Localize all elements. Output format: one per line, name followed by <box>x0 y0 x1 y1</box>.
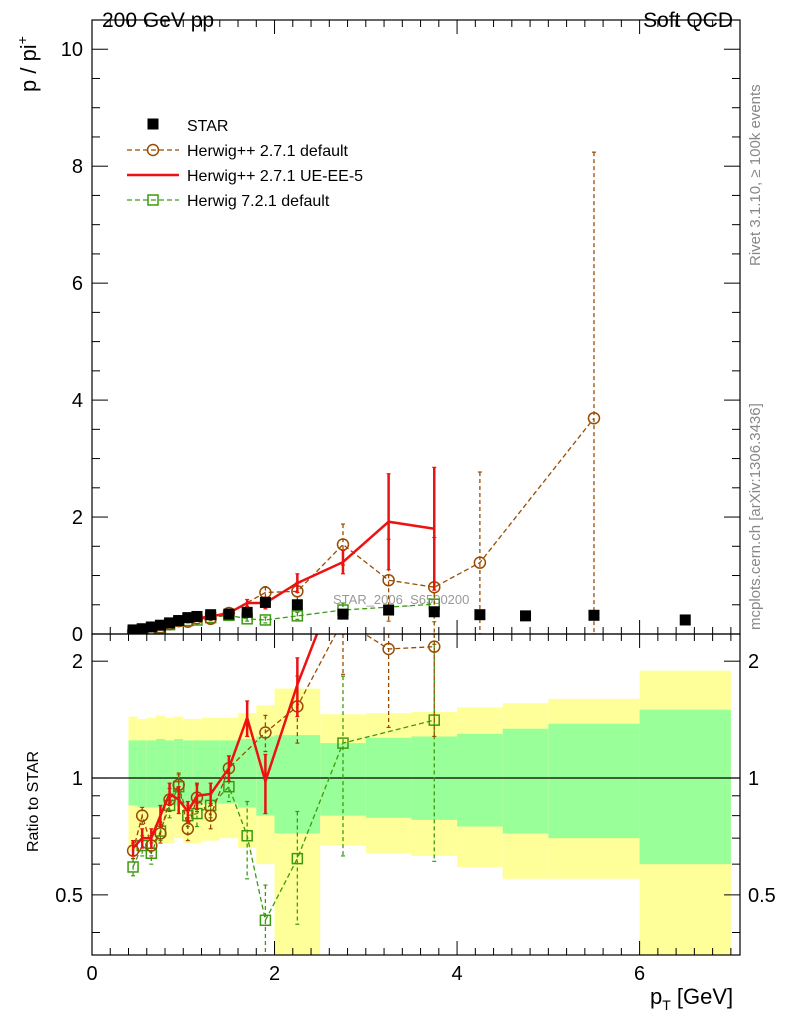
data-point <box>154 619 166 631</box>
data-point <box>205 609 217 621</box>
data-point <box>191 610 203 622</box>
band-inner-bin <box>457 733 503 827</box>
ratio-uncertainty-bands <box>128 670 731 955</box>
data-point <box>428 606 440 618</box>
legend-entry: Herwig 7.2.1 default <box>127 193 330 210</box>
ratio-y-tick-label-left: 1 <box>72 768 83 790</box>
data-point <box>223 608 235 620</box>
series-herwig-2-7-1-default <box>126 151 601 634</box>
svg-text:pT [GeV]: pT [GeV] <box>650 984 733 1013</box>
svg-text:p / pi+: p / pi+ <box>14 36 41 92</box>
band-inner-bin <box>548 723 640 839</box>
y-tick-label: 8 <box>72 156 83 178</box>
data-point <box>259 614 272 626</box>
band-inner-bin <box>155 739 166 808</box>
data-point <box>520 610 532 622</box>
legend-entry: STAR <box>147 118 228 135</box>
series-star <box>127 596 691 634</box>
data-point <box>259 726 272 739</box>
band-inner-bin <box>165 740 175 806</box>
band-inner-bin <box>274 735 321 834</box>
legend-label: Herwig 7.2.1 default <box>187 193 330 210</box>
side-label-rivet: Rivet 3.1.10, ≥ 100k events <box>747 84 764 266</box>
data-point <box>382 573 395 587</box>
data-point <box>204 809 217 822</box>
data-point <box>259 914 272 927</box>
data-point <box>382 642 395 656</box>
band-inner-bin <box>137 740 147 808</box>
ratio-y-tick-label-left: 2 <box>72 651 83 673</box>
ratio-panel-frame <box>91 633 741 956</box>
data-point <box>182 612 194 624</box>
data-point <box>127 624 139 634</box>
data-point <box>679 614 691 626</box>
legend: STAR Herwig++ 2.7.1 default Herwig++ 2.7.1… <box>127 118 363 210</box>
ratio-y-tick-label-right: 2 <box>748 651 759 673</box>
data-point <box>259 596 271 608</box>
band-inner-bin <box>639 709 731 865</box>
legend-entry: Herwig++ 2.7.1 UE-EE-5 <box>127 168 363 185</box>
data-point <box>588 609 600 621</box>
data-point <box>145 621 157 633</box>
y-tick-label: 6 <box>72 273 83 295</box>
ratio-y-tick-label-right: 1 <box>748 768 759 790</box>
data-point <box>473 556 487 569</box>
data-point <box>135 809 149 822</box>
band-inner-bin <box>174 739 184 806</box>
legend-label: Herwig++ 2.7.1 default <box>187 143 349 160</box>
series-line <box>132 719 435 923</box>
x-tick-label: 4 <box>452 963 463 985</box>
data-point <box>181 822 195 836</box>
data-point <box>383 604 395 616</box>
legend-label: Herwig++ 2.7.1 UE-EE-5 <box>187 168 363 185</box>
main-panel-frame <box>91 19 741 635</box>
axes-frames: 0 2 4 6 0 2 4 6 8 10 0.5 0.5 1 1 2 2 <box>55 19 776 985</box>
ratio-panel-series <box>126 634 441 955</box>
data-point <box>337 608 349 620</box>
data-point <box>146 143 160 157</box>
y-tick-label: 0 <box>72 624 83 646</box>
side-label-mcplots: mcplots.cern.ch [arXiv:1306.3436] <box>747 403 764 630</box>
y-tick-label: 2 <box>72 507 83 529</box>
legend-entry: Herwig++ 2.7.1 default <box>127 143 349 160</box>
band-inner-bin <box>192 740 202 806</box>
band-inner-bin <box>183 740 193 806</box>
data-point <box>428 640 441 653</box>
data-point <box>241 606 253 618</box>
data-point <box>337 737 349 749</box>
band-inner-bin <box>238 739 257 808</box>
data-point <box>241 830 253 842</box>
band-inner-bin <box>128 740 138 806</box>
data-point <box>154 827 167 840</box>
x-tick-label: 6 <box>634 963 645 985</box>
ratio-y-tick-label-left: 0.5 <box>55 885 83 907</box>
data-point <box>127 861 139 873</box>
main-y-axis-label: p / pi+ <box>14 36 41 92</box>
y-tick-label: 10 <box>61 39 83 61</box>
analysis-watermark: STAR_2006_S6500200 <box>333 592 469 607</box>
x-axis-label: pT [GeV] <box>650 984 733 1013</box>
data-point <box>147 194 159 206</box>
legend-label: STAR <box>187 118 228 135</box>
ratio-y-tick-label-right: 0.5 <box>748 885 776 907</box>
y-tick-label: 4 <box>72 390 83 412</box>
band-inner-bin <box>502 728 549 834</box>
series-herwig-2-7-1-ue-ee-5 <box>131 634 345 857</box>
data-point <box>291 852 304 865</box>
data-point <box>147 118 159 130</box>
band-inner-bin <box>146 740 156 808</box>
x-tick-label: 2 <box>269 963 280 985</box>
data-point <box>136 623 148 634</box>
data-point <box>587 411 601 425</box>
data-point <box>173 615 185 627</box>
data-point <box>291 599 303 611</box>
data-point <box>291 610 304 622</box>
x-tick-label: 0 <box>86 963 97 985</box>
main-panel-series <box>126 151 691 634</box>
data-point <box>474 609 486 621</box>
ratio-y-axis-label: Ratio to STAR <box>25 751 42 852</box>
series-line <box>132 634 319 849</box>
data-point <box>164 617 176 629</box>
